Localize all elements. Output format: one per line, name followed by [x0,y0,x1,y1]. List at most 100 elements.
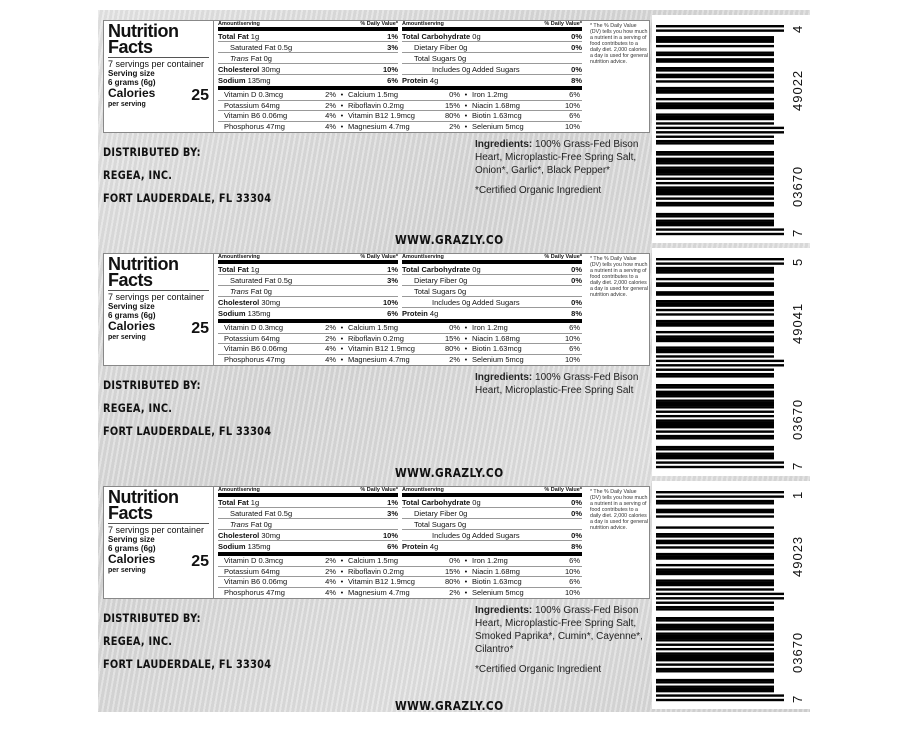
barcode-bar [656,80,774,83]
barcode-bar [656,495,784,498]
vitamin-name: Biotin 1.63mcg [472,111,522,120]
bullet: • [464,111,468,120]
barcode-bar [656,69,774,72]
barcode-bar [656,131,784,134]
barcode-bar [656,97,774,101]
barcode-bar [656,670,774,673]
barcode-bar [656,122,774,125]
nutrient-amount: Total Sugars 0g [414,287,467,296]
bullet: • [464,323,468,332]
nutrient-name: Total Fat [218,265,249,274]
vitamin-name: Niacin 1.68mg [472,333,520,343]
vitamin-name: Potassium 64mg [224,100,280,110]
vitamin-name: Riboflavin 0.2mg [348,566,404,576]
nutrient-dv: 10% [382,531,398,540]
nutrient-dv: 0% [571,32,582,41]
nutrient-amount: 1g [248,265,260,274]
nutrient-name: Protein [402,309,428,318]
nutrition-title-2: Facts [108,503,153,523]
barcode-bar [656,181,774,185]
ingredients: Ingredients: 100% Grass-Fed Bison Heart,… [475,138,660,197]
vitamin-name: Magnesium 4.7mg [348,121,410,131]
nutrient-dv: 10% [382,65,398,74]
barcode-bar [656,277,774,281]
nutrition-title: Nutrition [108,254,179,274]
vitamin-dv: 80% [444,344,460,353]
barcode-bar [656,535,774,538]
barcode-bar [656,406,774,409]
nutrient-dv: 0% [571,531,582,540]
vitamin-row: Phosphorus 47mg 4% • Magnesium 4.7mg 2% • Sele… [218,122,582,133]
vitamin-row: Vitamin B6 0.06mg 4% • Vitamin B12 1.9mcg 80… [218,111,582,122]
website: WWW.GRAZLY.CO [395,698,504,713]
barcode-bar [656,461,784,464]
barcode-bar [656,579,774,582]
barcode-bar [656,647,774,651]
barcode-bar [656,223,774,227]
vitamin-name: Potassium 64mg [224,566,280,576]
serving-size: 6 grams (6g) [108,544,156,553]
barcode-bar [656,36,774,39]
vitamin-name: Vitamin D 0.3mcg [224,323,284,332]
calories-value: 25 [191,87,209,104]
amount-header: Amount/serving [402,254,444,260]
barcode-bar [656,324,774,327]
amount-header: Amount/serving [402,21,444,27]
vitamin-row: Phosphorus 47mg 4% • Magnesium 4.7mg 2% • Sele… [218,355,582,366]
amount-header: Amount/serving [218,487,260,493]
daily-value-footnote: * The % Daily Value (DV) tells you how m… [590,23,649,65]
barcode-first-digit: 7 [790,228,805,237]
barcode-check-digit: 5 [790,257,805,266]
nutrient-dv: 1% [387,498,398,507]
barcode-bars [656,491,784,702]
nutrient-label: Includes 0g Added Sugars [432,64,520,74]
calories-value: 25 [191,553,209,570]
ingredients-label: Ingredients: [475,139,533,150]
barcode-bar [656,359,784,363]
nutrient-dv: 3% [387,43,398,52]
vitamin-row: Potassium 64mg 2% • Riboflavin 0.2mg 15% • Nia… [218,100,582,111]
nutrient-name: Protein [402,76,428,85]
nutrient-column-right: Amount/serving % Daily Value* Total Carbo… [400,254,584,319]
barcode: 7 03670 49041 5 [652,248,810,476]
bullet: • [340,100,344,110]
vitamin-dv: 10% [564,100,580,110]
nutrient-label: Total Sugars 0g [414,53,466,63]
barcode-bar [656,319,774,323]
nutrient-amount: 1g [248,498,260,507]
barcode-bar [656,375,774,378]
vitamin-dv: 4% [325,587,336,597]
vitamin-dv: 0% [449,323,460,332]
barcode-bar [656,392,774,396]
vitamin-name: Selenium 5mcg [472,121,524,131]
bullet: • [340,333,344,343]
barcode-bar [656,581,774,585]
dv-header: % Daily Value* [360,21,398,27]
nutrition-title-2: Facts [108,37,153,57]
barcode-bar [656,572,774,576]
barcode-bar [656,403,774,407]
nutrient-label: Dietary Fiber 0g [414,42,467,52]
nutrient-column-left: Amount/serving % Daily Value* Total Fat 1… [216,487,400,552]
barcode-bar [656,51,774,54]
product-label: Nutrition Facts 7 servings per container… [98,15,810,247]
barcode-bar [656,372,774,376]
vitamin-dv: 2% [325,333,336,343]
nutrient-name: Sodium [218,542,246,551]
bullet: • [340,566,344,576]
barcode-bar [656,628,774,631]
barcode-bars [656,258,784,469]
barcode-bar [656,656,774,660]
distributor-address: FORT LAUDERDALE, FL 33304 [103,424,272,438]
barcode-bar [656,601,774,604]
nutrient-row: Includes 0g Added Sugars 0% [402,530,582,541]
barcode-bar [656,510,774,514]
dv-header: % Daily Value* [360,254,398,260]
vitamin-name: Vitamin B6 0.06mg [224,111,288,120]
vitamin-row: Vitamin B6 0.06mg 4% • Vitamin B12 1.9mcg 80… [218,577,582,588]
nutrient-row: Dietary Fiber 0g 0% [402,508,582,519]
barcode-bar [656,339,774,343]
nutrient-name: Cholesterol [218,298,260,307]
vitamin-dv: 4% [325,121,336,131]
barcode-bar [656,636,774,640]
